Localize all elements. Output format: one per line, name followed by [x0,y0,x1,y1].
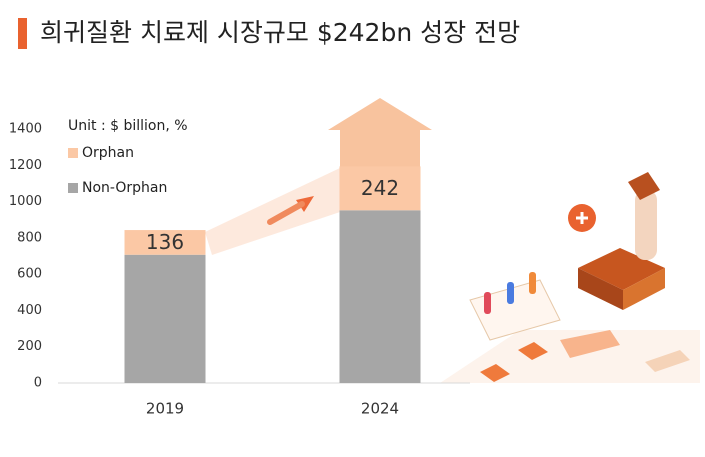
y-tick-label: 400 [17,303,42,318]
tube [529,272,536,294]
y-tick-label: 0 [34,376,42,391]
x-tick-label: 2024 [361,400,399,418]
scope-head [628,172,660,200]
y-tick-label: 1000 [9,194,42,209]
legend-label: Orphan [82,145,134,161]
value-label: 136 [146,230,184,254]
decoration [205,98,700,383]
bar-segment [124,230,206,255]
legend-swatch [68,148,78,158]
value-label: 242 [361,176,399,200]
legend-swatch [68,183,78,193]
bar-segment [339,166,421,211]
up-arrow [328,98,432,168]
y-tick-label: 1200 [9,158,42,173]
chart-title: 희귀질환 치료제 시장규모 $242bn 성장 전망 [40,18,520,47]
pill-box [560,330,620,358]
y-tick-label: 600 [17,267,42,282]
x-tick-label: 2019 [146,400,184,418]
scope-stage-side [623,268,665,310]
card [518,342,548,360]
rack [469,279,561,341]
y-tick-label: 800 [17,230,42,245]
blister [645,350,690,372]
card [480,364,510,382]
tube [484,292,491,314]
growth-fan [205,168,340,255]
scope-arm [635,190,657,260]
scope-stage-side [578,268,623,310]
tube [507,282,514,304]
legend-label: Non-Orphan [82,180,167,196]
y-tick-label: 1400 [9,122,42,137]
lab-illustration [440,172,700,383]
growth-arrow-shaft [267,201,305,225]
y-tick-label: 200 [17,339,42,354]
unit-label: Unit : $ billion, % [68,118,188,134]
bar-segment [124,254,206,383]
bar-segment [339,210,421,383]
title-accent [18,18,27,49]
badge-cross [576,212,588,224]
